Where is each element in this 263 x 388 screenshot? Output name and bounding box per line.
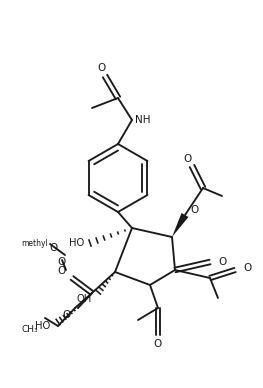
- Text: CH₃: CH₃: [21, 326, 38, 334]
- Text: O: O: [154, 339, 162, 349]
- Text: HO: HO: [35, 321, 50, 331]
- Text: O: O: [58, 266, 66, 276]
- Text: O: O: [57, 257, 65, 267]
- Text: HO: HO: [69, 238, 84, 248]
- Text: OH: OH: [77, 294, 92, 304]
- Polygon shape: [172, 213, 189, 237]
- Text: O: O: [63, 310, 71, 320]
- Text: O: O: [218, 257, 226, 267]
- Text: O: O: [49, 243, 57, 253]
- Text: O: O: [190, 205, 198, 215]
- Text: NH: NH: [135, 115, 150, 125]
- Text: O: O: [243, 263, 251, 273]
- Text: O: O: [97, 63, 105, 73]
- Text: O: O: [184, 154, 192, 164]
- Text: methyl: methyl: [22, 239, 48, 248]
